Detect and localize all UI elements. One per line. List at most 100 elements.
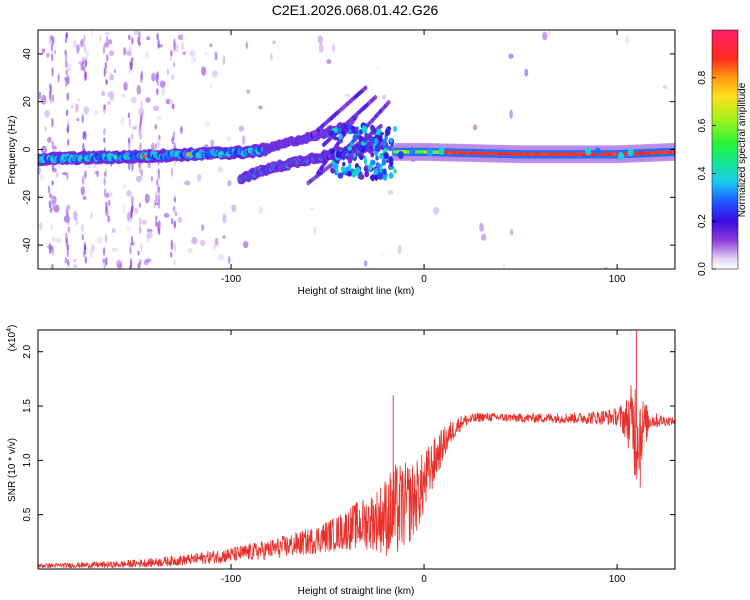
noise-speckle: [242, 241, 249, 249]
cluster-blob: [364, 171, 370, 178]
noise-speckle: [145, 97, 151, 103]
noise-speckle: [89, 247, 94, 258]
carrier-wiggle: [409, 146, 416, 155]
noise-speckle: [126, 190, 132, 197]
cluster-blob: [383, 152, 389, 160]
noise-speckle: [113, 69, 116, 73]
noise-speckle: [73, 258, 77, 263]
noise-streak: [131, 195, 134, 205]
noise-streak: [81, 60, 85, 67]
carrier-wiggle: [426, 148, 433, 157]
spectrogram-x-axis-label: Height of straight line (km): [298, 286, 415, 297]
noise-streak: [158, 134, 161, 140]
cluster-blob: [330, 148, 335, 155]
noise-speckle: [75, 103, 79, 113]
noise-speckle: [120, 116, 126, 126]
cluster-blob: [378, 163, 383, 168]
snr-x-tick-label: 100: [609, 574, 626, 585]
noise-speckle: [145, 51, 150, 59]
noise-speckle: [150, 175, 154, 183]
cluster-blob: [359, 155, 364, 161]
noise-speckle: [39, 222, 43, 231]
noise-speckle: [210, 139, 215, 148]
noise-speckle: [222, 235, 226, 239]
noise-streak: [84, 170, 87, 179]
noise-speckle: [44, 110, 50, 118]
noise-streak: [83, 43, 87, 53]
noise-speckle: [44, 126, 47, 132]
snr-y-tick-label: 2.0: [22, 344, 33, 358]
noise-speckle: [211, 70, 218, 78]
noise-streak: [157, 185, 160, 194]
noise-streak: [51, 263, 54, 269]
noise-speckle: [270, 53, 273, 62]
noise-speckle: [364, 260, 368, 267]
noise-streak: [67, 225, 71, 234]
noise-streak: [129, 245, 132, 255]
noise-streak: [65, 109, 69, 117]
noise-speckle: [245, 41, 248, 50]
noise-streak: [155, 72, 159, 84]
spectrogram-heatmap: [38, 30, 675, 269]
noise-speckle: [154, 202, 159, 206]
cluster-blob: [358, 136, 364, 142]
noise-speckle: [111, 228, 116, 234]
noise-speckle: [214, 237, 219, 247]
noise-streak: [173, 242, 177, 252]
noise-speckle: [146, 228, 153, 233]
noise-speckle: [76, 43, 80, 54]
spectrogram-y-tick-label: -20: [22, 190, 33, 205]
noise-speckle: [472, 124, 478, 131]
noise-speckle: [509, 109, 513, 119]
noise-speckle: [99, 35, 102, 42]
noise-streak: [84, 59, 88, 68]
cluster-blob: [342, 161, 346, 167]
noise-streak: [173, 259, 176, 266]
noise-speckle: [197, 173, 202, 182]
colorbar: 0.0 0.2 0.4 0.6 0.8 Normalized spectral ampl…: [697, 29, 748, 276]
noise-speckle: [80, 186, 86, 196]
noise-streak: [139, 258, 142, 265]
noise-streak: [65, 69, 68, 76]
snr-x-tick-label: 0: [421, 574, 427, 585]
noise-speckle: [90, 212, 93, 219]
noise-streak: [128, 117, 131, 129]
noise-speckle: [166, 68, 169, 76]
noise-streak: [66, 244, 70, 250]
cluster-blob: [341, 129, 346, 136]
noise-speckle: [122, 93, 125, 97]
noise-speckle: [82, 195, 87, 201]
noise-speckle: [218, 254, 224, 261]
carrier-wiggle: [585, 147, 592, 156]
cluster-blob: [384, 134, 388, 141]
noise-speckle: [55, 171, 59, 178]
noise-streak: [131, 36, 134, 44]
noise-streak: [48, 243, 52, 255]
noise-speckle: [117, 262, 123, 269]
noise-speckle: [101, 90, 106, 97]
cluster-blob: [384, 128, 391, 136]
cluster-blob: [336, 145, 341, 153]
noise-streak: [173, 220, 177, 229]
spectrogram-y-axis-label: Frequency (Hz): [7, 116, 18, 185]
noise-speckle: [38, 91, 42, 100]
noise-streak: [155, 220, 158, 227]
noise-speckle: [201, 224, 205, 232]
cluster-blob: [330, 153, 336, 161]
noise-speckle: [246, 89, 251, 94]
noise-streak: [138, 41, 141, 47]
carrier-wiggle: [627, 148, 634, 157]
noise-streak: [83, 244, 87, 256]
noise-streak: [140, 242, 143, 252]
cluster-blob: [354, 126, 359, 135]
noise-speckle: [177, 34, 184, 41]
cluster-blob: [379, 131, 384, 136]
noise-streak: [103, 104, 106, 114]
spectrogram-x-tick-label: -100: [221, 274, 241, 285]
noise-streak: [81, 114, 84, 124]
noise-streak: [138, 127, 141, 138]
trace-peak: [186, 152, 191, 157]
cluster-blob: [363, 157, 368, 165]
noise-speckle: [227, 180, 232, 187]
cluster-blob: [358, 144, 363, 151]
